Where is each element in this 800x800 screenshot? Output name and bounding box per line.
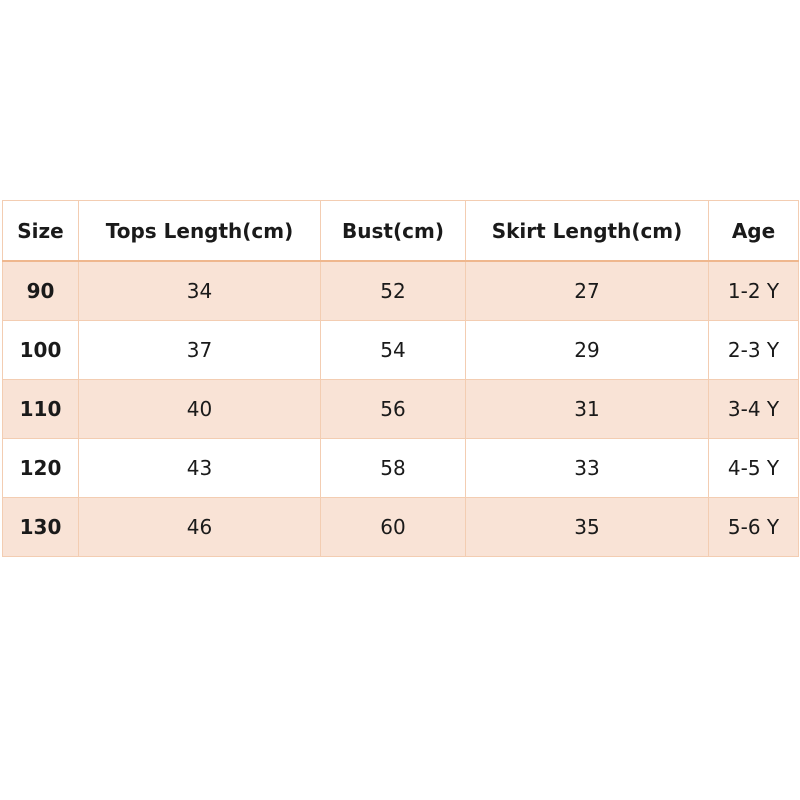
- table-cell: 5-6 Y: [708, 497, 799, 557]
- table-row: 100 37 54 29 2-3 Y: [2, 320, 799, 380]
- table-row: 120 43 58 33 4-5 Y: [2, 438, 799, 498]
- table-cell: 52: [320, 260, 466, 321]
- table-cell: 40: [78, 379, 321, 439]
- table-cell: 56: [320, 379, 466, 439]
- table-cell: 29: [465, 320, 709, 380]
- table-cell: 46: [78, 497, 321, 557]
- header-cell: Skirt Length(cm): [465, 200, 709, 262]
- size-table: Size Tops Length(cm) Bust(cm) Skirt Length(…: [2, 200, 799, 557]
- table-cell: 110: [2, 379, 79, 439]
- table-cell: 60: [320, 497, 466, 557]
- table-cell: 90: [2, 260, 79, 321]
- table-row: 130 46 60 35 5-6 Y: [2, 497, 799, 557]
- table-cell: 4-5 Y: [708, 438, 799, 498]
- table-cell: 37: [78, 320, 321, 380]
- table-cell: 120: [2, 438, 79, 498]
- table-cell: 27: [465, 260, 709, 321]
- table-cell: 34: [78, 260, 321, 321]
- header-cell: Size: [2, 200, 79, 262]
- table-cell: 3-4 Y: [708, 379, 799, 439]
- table-cell: 43: [78, 438, 321, 498]
- table-cell: 130: [2, 497, 79, 557]
- table-cell: 33: [465, 438, 709, 498]
- header-cell: Bust(cm): [320, 200, 466, 262]
- table-cell: 54: [320, 320, 466, 380]
- header-cell: Tops Length(cm): [78, 200, 321, 262]
- table-cell: 2-3 Y: [708, 320, 799, 380]
- header-row: Size Tops Length(cm) Bust(cm) Skirt Length(…: [2, 200, 799, 262]
- table-cell: 58: [320, 438, 466, 498]
- table-row: 110 40 56 31 3-4 Y: [2, 379, 799, 439]
- table-cell: 31: [465, 379, 709, 439]
- table-row: 90 34 52 27 1-2 Y: [2, 260, 799, 321]
- table-cell: 35: [465, 497, 709, 557]
- table-body: 90 34 52 27 1-2 Y 100 37 54 29 2-3 Y 110 40 56 31 3-4 …: [2, 260, 799, 557]
- table-header: Size Tops Length(cm) Bust(cm) Skirt Length(…: [2, 200, 799, 262]
- header-cell: Age: [708, 200, 799, 262]
- table-cell: 100: [2, 320, 79, 380]
- table-cell: 1-2 Y: [708, 260, 799, 321]
